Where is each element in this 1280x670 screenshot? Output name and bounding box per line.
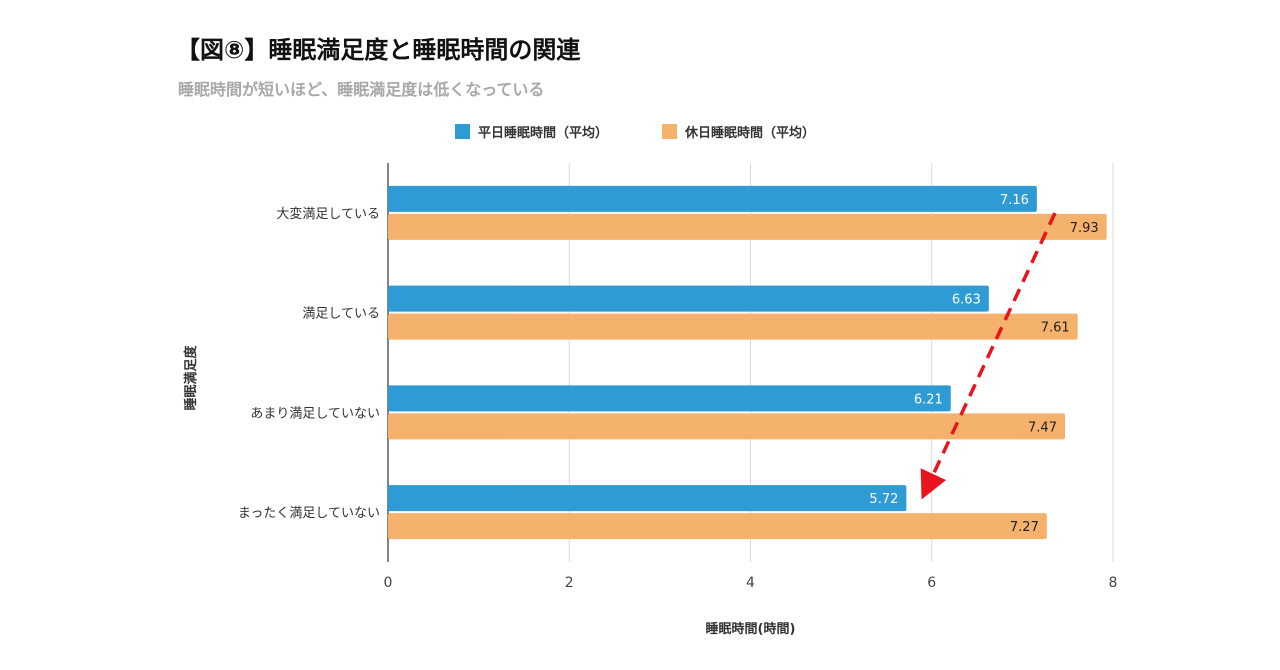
chart-title: 【図⑧】睡眠満足度と睡眠時間の関連 <box>176 36 581 64</box>
trend-arrow <box>920 212 1057 500</box>
bar <box>388 185 1037 212</box>
data-label: 7.16 <box>1000 193 1029 208</box>
data-label: 6.63 <box>952 293 981 308</box>
bar <box>388 285 989 312</box>
x-tick-label: 0 <box>384 575 393 591</box>
data-label: 7.93 <box>1070 221 1099 236</box>
bar <box>388 313 1078 340</box>
x-axis-title: 睡眠時間(時間) <box>706 621 796 637</box>
legend-swatch <box>662 124 677 139</box>
x-tick-label: 2 <box>565 575 574 591</box>
category-label: 満足している <box>302 307 380 322</box>
y-axis-title: 睡眠満足度 <box>183 345 199 411</box>
legend-swatch <box>455 124 470 139</box>
bar <box>388 213 1107 240</box>
category-label: まったく満足していない <box>238 506 380 521</box>
legend-label: 平日睡眠時間（平均） <box>478 125 608 141</box>
data-label: 6.21 <box>914 392 943 407</box>
chart-subtitle: 睡眠時間が短いほど、睡眠満足度は低くなっている <box>178 80 545 99</box>
bar <box>388 413 1065 440</box>
x-tick-label: 6 <box>927 575 936 591</box>
data-label: 7.61 <box>1041 321 1070 336</box>
legend-label: 休日睡眠時間（平均） <box>684 125 815 141</box>
bar <box>388 385 951 412</box>
x-tick-label: 4 <box>746 575 755 591</box>
data-label: 7.47 <box>1028 420 1057 435</box>
data-label: 5.72 <box>869 492 898 507</box>
category-label: 大変満足している <box>276 206 380 222</box>
x-tick-label: 8 <box>1109 575 1118 591</box>
category-label: あまり満足していない <box>250 406 380 421</box>
data-label: 7.27 <box>1010 520 1039 535</box>
bar <box>388 513 1047 540</box>
bar <box>388 485 907 512</box>
